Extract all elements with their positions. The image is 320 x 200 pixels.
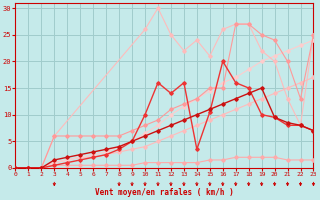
X-axis label: Vent moyen/en rafales ( km/h ): Vent moyen/en rafales ( km/h ) [95,188,234,197]
